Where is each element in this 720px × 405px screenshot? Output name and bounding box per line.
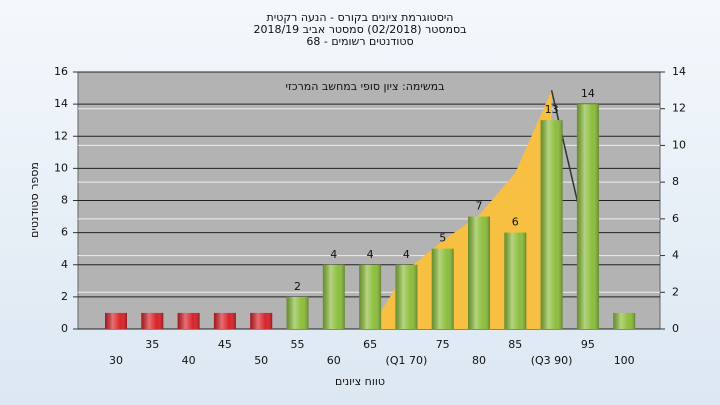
y-tick-label: 0 — [61, 322, 68, 335]
x-tick-label: 35 — [145, 338, 159, 351]
x-tick-label: 85 — [508, 338, 522, 351]
x-tick-label: 60 — [327, 354, 341, 367]
bar-shade — [105, 312, 127, 329]
bar-shade — [468, 216, 490, 329]
bar-shade — [540, 120, 563, 329]
data-label: 4 — [403, 248, 410, 261]
x-tick-label: (Q3 90) — [531, 354, 573, 367]
data-label: 7 — [476, 200, 483, 213]
x-tick-label: 65 — [363, 338, 377, 351]
bar-shade — [613, 312, 636, 329]
bar-shade — [177, 312, 200, 329]
y-tick-label: 2 — [61, 290, 68, 303]
x-tick-label: 75 — [436, 338, 450, 351]
x-tick-label: 50 — [254, 354, 268, 367]
data-label: 4 — [330, 248, 337, 261]
x-tick-label: 55 — [291, 338, 305, 351]
y2-tick-label: 6 — [672, 212, 679, 225]
x-tick-label: 45 — [218, 338, 232, 351]
bar-shade — [576, 104, 599, 329]
bar-shade — [213, 312, 236, 329]
y-tick-label: 4 — [61, 258, 68, 271]
y2-tick-label: 14 — [672, 65, 686, 78]
x-tick-label: 40 — [182, 354, 196, 367]
x-tick-label: 30 — [109, 354, 123, 367]
y-tick-label: 8 — [61, 194, 68, 207]
data-label: 5 — [439, 232, 446, 245]
x-tick-label: 95 — [581, 338, 595, 351]
y2-tick-label: 10 — [672, 138, 686, 151]
y2-tick-label: 2 — [672, 285, 679, 298]
bar-shade — [141, 312, 164, 329]
y2-tick-label: 12 — [672, 102, 686, 115]
bar-shade — [431, 248, 454, 329]
y-tick-label: 12 — [54, 129, 68, 142]
y-axis-label: מספר סטודנטים — [28, 162, 41, 238]
y-tick-label: 6 — [61, 226, 68, 239]
chart-subtitle: בסמסטר (02/2018) סמסטר אביב 2018/19 — [253, 23, 466, 36]
x-tick-label: 100 — [614, 354, 635, 367]
y-tick-label: 16 — [54, 65, 68, 78]
x-axis-label: טווח ציונים — [335, 375, 385, 388]
bar-shade — [395, 264, 418, 329]
data-label: 4 — [367, 248, 374, 261]
bar-shade — [322, 264, 345, 329]
annotation: במשימה: ציון סופי במחשב המרכזי — [285, 80, 444, 93]
data-label: 6 — [512, 216, 519, 229]
data-label: 13 — [545, 103, 559, 116]
chart-title: היסטוגרמת ציונים בקורס - הנעה רקטית — [267, 11, 454, 24]
y2-tick-label: 0 — [672, 322, 679, 335]
bar-shade — [250, 312, 273, 329]
y-tick-label: 14 — [54, 97, 68, 110]
x-tick-label: (Q1 70) — [386, 354, 428, 367]
data-label: 2 — [294, 280, 301, 293]
y2-tick-label: 8 — [672, 175, 679, 188]
y-tick-label: 10 — [54, 161, 68, 174]
y2-tick-label: 4 — [672, 249, 679, 262]
chart-subtitle: סטודנטים רשומים - 68 — [306, 35, 413, 48]
bar-shade — [359, 264, 382, 329]
x-tick-label: 80 — [472, 354, 486, 367]
bar-shade — [286, 296, 309, 329]
bar-shade — [504, 232, 527, 329]
data-label: 14 — [581, 87, 595, 100]
